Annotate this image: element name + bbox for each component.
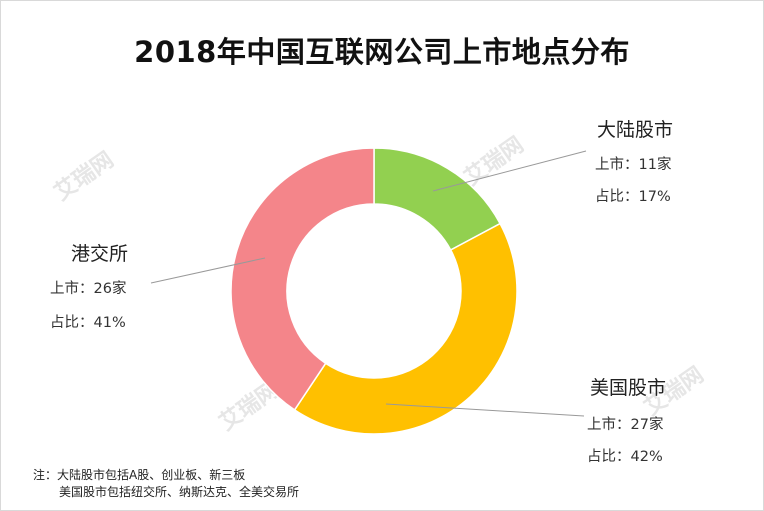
label-hk: 港交所 上市：26家 占比：41% [50, 243, 128, 331]
label-hk-name: 港交所 [71, 243, 128, 265]
chart-title: 2018年中国互联网公司上市地点分布 [134, 35, 630, 69]
label-mainland-name: 大陆股市 [597, 119, 673, 141]
watermark-2: 艾瑞网 [460, 133, 528, 191]
footnote-line-2: 美国股市包括纽交所、纳斯达克、全美交易所 [59, 485, 300, 499]
label-us: 美国股市 上市：27家 占比：42% [587, 377, 666, 465]
label-mainland: 大陆股市 上市：11家 占比：17% [595, 119, 673, 205]
watermark-1: 艾瑞网 [50, 148, 118, 206]
label-hk-share: 占比：41% [50, 314, 126, 331]
footnote: 注：大陆股市包括A股、创业板、新三板 美国股市包括纽交所、纳斯达克、全美交易所 [33, 467, 299, 501]
label-hk-count: 上市：26家 [50, 280, 126, 297]
label-us-name: 美国股市 [590, 377, 666, 399]
leader-line-us [385, 403, 585, 417]
label-mainland-count: 上市：11家 [595, 156, 671, 173]
slice-hk [230, 147, 375, 411]
slice-us [293, 222, 518, 435]
leader-line-mainland [432, 150, 587, 192]
label-mainland-share: 占比：17% [595, 188, 671, 205]
label-us-share: 占比：42% [587, 448, 663, 465]
footnote-line-1: 注：大陆股市包括A股、创业板、新三板 [33, 468, 246, 482]
donut-slices [230, 147, 518, 435]
label-us-count: 上市：27家 [587, 416, 663, 433]
leader-line-hk [150, 257, 266, 284]
